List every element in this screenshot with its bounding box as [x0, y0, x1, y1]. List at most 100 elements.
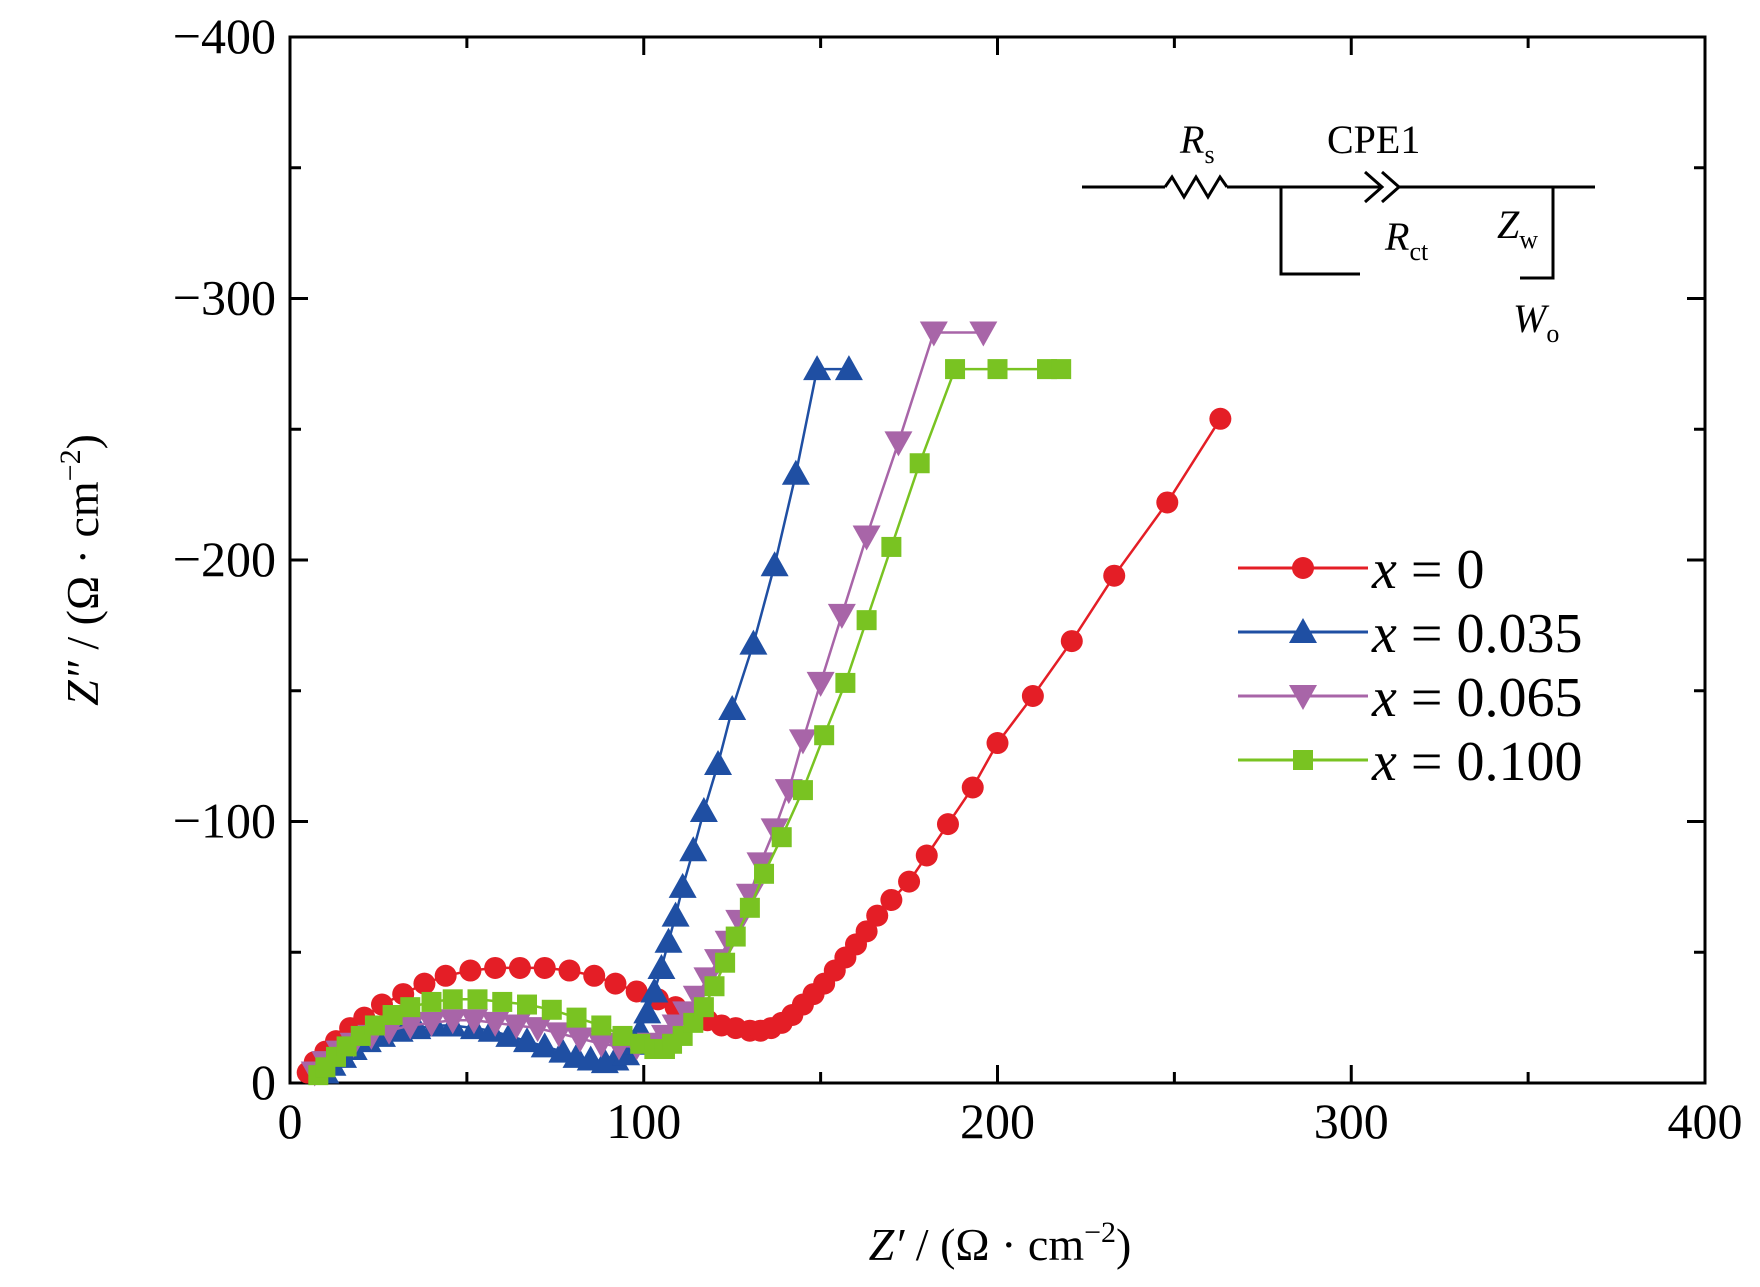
- data-point: [459, 1009, 488, 1035]
- circuit-label-rs: Rs: [1179, 117, 1215, 169]
- data-point: [827, 603, 856, 629]
- data-point: [909, 453, 930, 474]
- data-point: [438, 1009, 467, 1035]
- x-axis-title: Z′ / (Ω · cm−2): [869, 1216, 1132, 1270]
- data-point: [880, 888, 903, 911]
- equivalent-circuit-inset: [1082, 170, 1595, 280]
- data-point: [704, 749, 733, 775]
- data-point: [484, 956, 507, 979]
- data-point: [382, 1005, 403, 1026]
- circuit-label-zw: Zw: [1497, 202, 1538, 254]
- x-tick-label: 0: [278, 1093, 303, 1149]
- legend-marker: [1289, 618, 1317, 643]
- data-point: [544, 1022, 573, 1048]
- data-point: [495, 1021, 524, 1047]
- data-point: [413, 972, 436, 995]
- data-point: [715, 952, 736, 973]
- data-point: [566, 1007, 587, 1028]
- data-point: [1209, 407, 1232, 430]
- data-point: [760, 551, 789, 577]
- data-point: [834, 355, 863, 381]
- series-3: [308, 359, 1072, 1086]
- data-point: [513, 1027, 542, 1053]
- data-point: [661, 901, 690, 927]
- data-point: [961, 776, 984, 799]
- data-point: [421, 991, 442, 1012]
- legend-entry: x = 0.100: [1238, 731, 1582, 793]
- data-point: [803, 355, 832, 381]
- data-point: [739, 629, 768, 655]
- circuit-label-rct: Rct: [1384, 214, 1429, 266]
- data-point: [986, 732, 1009, 755]
- data-point: [481, 1011, 510, 1037]
- axis-ticks: [288, 35, 1707, 1085]
- data-point: [633, 998, 662, 1024]
- data-point: [1156, 491, 1179, 514]
- data-point: [814, 725, 835, 746]
- data-point: [679, 836, 708, 862]
- legend-marker: [1292, 557, 1314, 579]
- data-point: [725, 926, 746, 947]
- data-point: [533, 956, 556, 979]
- wo-bracket: [1520, 187, 1555, 280]
- data-point: [1103, 564, 1126, 587]
- legend-entry: x = 0: [1238, 539, 1484, 601]
- data-point: [683, 1012, 704, 1033]
- legend-marker: [1289, 685, 1317, 710]
- data-point: [434, 964, 457, 987]
- resistor-rs: [1163, 174, 1229, 200]
- circuit-label-wo: Wo: [1513, 296, 1559, 348]
- data-point: [792, 780, 813, 801]
- data-series: [296, 321, 1232, 1087]
- data-point: [884, 431, 913, 457]
- x-tick-label: 300: [1314, 1093, 1389, 1149]
- data-point: [400, 997, 421, 1018]
- data-point: [517, 994, 538, 1015]
- x-tick-label: 100: [606, 1093, 681, 1149]
- data-point: [945, 359, 966, 380]
- data-point: [364, 1015, 385, 1036]
- legend-label: x = 0.100: [1371, 731, 1582, 793]
- legend-label: x = 0.035: [1371, 603, 1582, 665]
- data-point: [781, 459, 810, 485]
- y-tick-label: −300: [173, 270, 276, 326]
- data-point: [835, 672, 856, 693]
- data-point: [654, 927, 683, 953]
- data-point: [881, 536, 902, 557]
- legend-marker: [1293, 750, 1313, 770]
- data-point: [492, 991, 513, 1012]
- axis-tick-labels: 0 100 200 300 400 0 −100 −200 −300 −400: [173, 8, 1743, 1149]
- x-tick-label: 400: [1668, 1093, 1743, 1149]
- data-point: [668, 872, 697, 898]
- data-point: [852, 525, 881, 551]
- data-point: [396, 1014, 425, 1040]
- y-tick-label: −400: [173, 8, 276, 64]
- data-point: [566, 1027, 595, 1053]
- data-point: [689, 797, 718, 823]
- data-point: [718, 695, 747, 721]
- data-point: [856, 610, 877, 631]
- data-point: [467, 989, 488, 1010]
- y-tick-label: −100: [173, 793, 276, 849]
- y-tick-label: 0: [251, 1054, 276, 1110]
- data-point: [788, 729, 817, 755]
- data-point: [612, 1025, 633, 1046]
- legend-entry: x = 0.065: [1238, 667, 1582, 729]
- data-point: [866, 904, 889, 927]
- data-point: [754, 863, 775, 884]
- data-point: [640, 977, 669, 1003]
- data-point: [1060, 630, 1083, 653]
- data-point: [771, 827, 792, 848]
- data-point: [541, 999, 562, 1020]
- data-point: [936, 813, 959, 836]
- data-point: [591, 1015, 612, 1036]
- data-point: [898, 870, 921, 893]
- data-point: [704, 976, 725, 997]
- y-axis-title: Z″ / (Ω · cm−2): [54, 434, 108, 706]
- data-point: [625, 980, 648, 1003]
- data-point: [459, 959, 482, 982]
- data-point: [417, 1011, 446, 1037]
- data-point: [502, 1014, 531, 1040]
